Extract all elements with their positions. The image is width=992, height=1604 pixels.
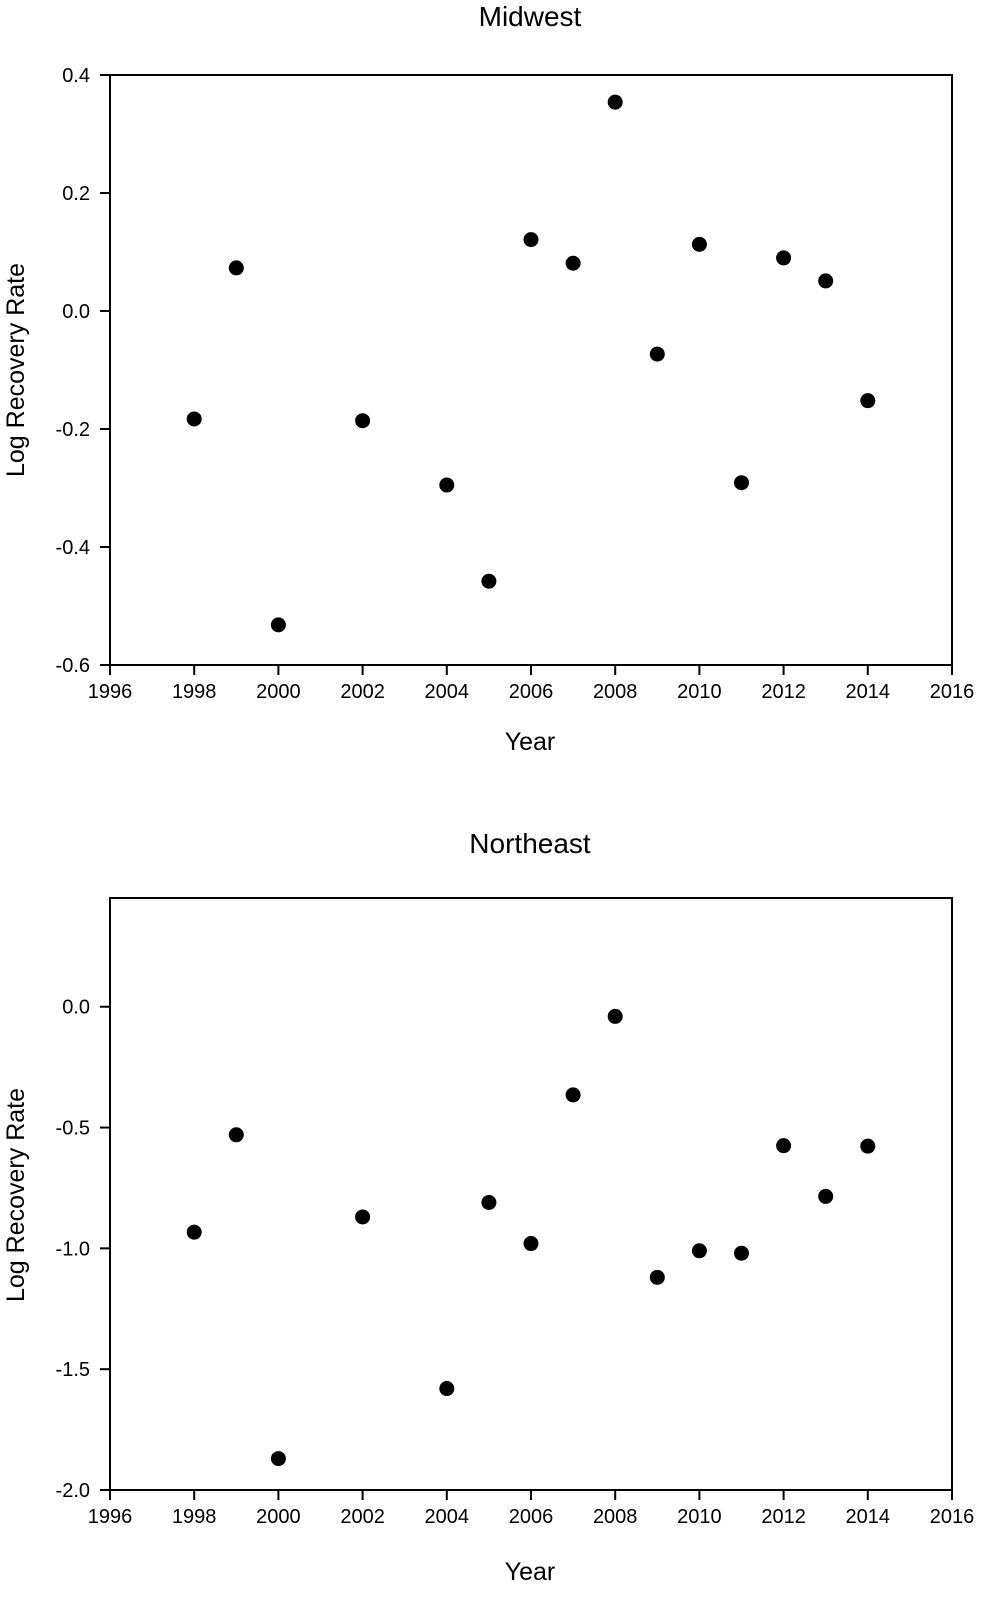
- x-tick-label: 2000: [256, 1506, 301, 1528]
- data-point: [734, 1245, 749, 1261]
- data-point: [355, 1209, 371, 1225]
- data-point: [186, 1224, 202, 1240]
- x-tick-label: 2004: [425, 681, 470, 703]
- y-tick-label: -1.0: [56, 1238, 90, 1260]
- data-point: [818, 273, 834, 289]
- x-tick-label: 1996: [88, 681, 133, 703]
- data-point: [186, 411, 202, 427]
- data-point: [228, 1127, 244, 1143]
- x-tick-label: 2008: [593, 681, 638, 703]
- data-point: [649, 1269, 665, 1285]
- x-tick-label: 2012: [761, 681, 806, 703]
- data-point: [523, 232, 539, 248]
- x-tick-label: 2004: [425, 1506, 470, 1528]
- data-point: [228, 260, 244, 276]
- chart-title: Northeast: [469, 828, 591, 859]
- y-tick-label: 0.0: [62, 301, 90, 323]
- x-tick-label: 2016: [930, 681, 975, 703]
- data-point: [691, 1243, 707, 1259]
- x-tick-label: 2006: [509, 1506, 554, 1528]
- x-tick-label: 2014: [846, 1506, 891, 1528]
- y-axis-label: Log Recovery Rate: [2, 263, 30, 477]
- data-point: [607, 1008, 623, 1024]
- plot-frame: [109, 74, 953, 666]
- data-point: [860, 393, 876, 409]
- midwest-panel: Midwest Year Log Recovery Rate 1996 1998 2…: [2, 1, 974, 756]
- data-point: [355, 413, 371, 429]
- x-tick-label: 2002: [340, 1506, 385, 1528]
- data-point: [439, 477, 455, 493]
- data-point: [481, 1194, 497, 1210]
- data-point: [270, 1451, 286, 1467]
- y-tick-label: -0.5: [56, 1118, 90, 1140]
- x-tick-label: 2010: [677, 681, 722, 703]
- y-tick-label: -2.0: [56, 1480, 90, 1502]
- data-point: [270, 617, 286, 633]
- data-point: [776, 250, 792, 266]
- data-point: [523, 1236, 539, 1252]
- y-tick-label: -0.4: [56, 537, 90, 559]
- x-tick-label: 1998: [172, 1506, 217, 1528]
- y-tick-label: -0.2: [56, 419, 90, 441]
- data-point: [818, 1188, 834, 1204]
- northeast-panel: Northeast Year Log Recovery Rate 1996 199…: [2, 828, 974, 1586]
- x-tick-label: 2002: [340, 681, 385, 703]
- x-tick-label: 2008: [593, 1506, 638, 1528]
- data-point: [776, 1138, 792, 1154]
- data-point: [565, 255, 581, 271]
- data-point: [649, 346, 665, 362]
- x-axis-label: Year: [505, 1558, 556, 1586]
- x-tick-label: 2006: [509, 681, 554, 703]
- x-tick-label: 1998: [172, 681, 217, 703]
- y-tick-label: 0.0: [62, 997, 90, 1019]
- y-tick-label: -0.6: [56, 655, 90, 677]
- x-tick-label: 2012: [761, 1506, 806, 1528]
- data-point: [860, 1138, 876, 1154]
- data-point: [439, 1381, 455, 1397]
- chart-title: Midwest: [479, 1, 582, 32]
- x-tick-label: 1996: [88, 1506, 133, 1528]
- data-point: [481, 573, 497, 589]
- x-tick-label: 2014: [846, 681, 891, 703]
- y-tick-label: 0.2: [62, 183, 90, 205]
- data-point: [565, 1087, 581, 1103]
- y-tick-label: -1.5: [56, 1359, 90, 1381]
- data-point: [607, 94, 623, 110]
- x-tick-label: 2000: [256, 681, 301, 703]
- x-tick-label: 2016: [930, 1506, 975, 1528]
- y-tick-label: 0.4: [62, 65, 90, 87]
- x-axis-label: Year: [505, 728, 556, 756]
- data-point: [734, 475, 749, 491]
- data-point: [691, 236, 707, 252]
- x-tick-label: 2010: [677, 1506, 722, 1528]
- y-axis-label: Log Recovery Rate: [2, 1088, 30, 1302]
